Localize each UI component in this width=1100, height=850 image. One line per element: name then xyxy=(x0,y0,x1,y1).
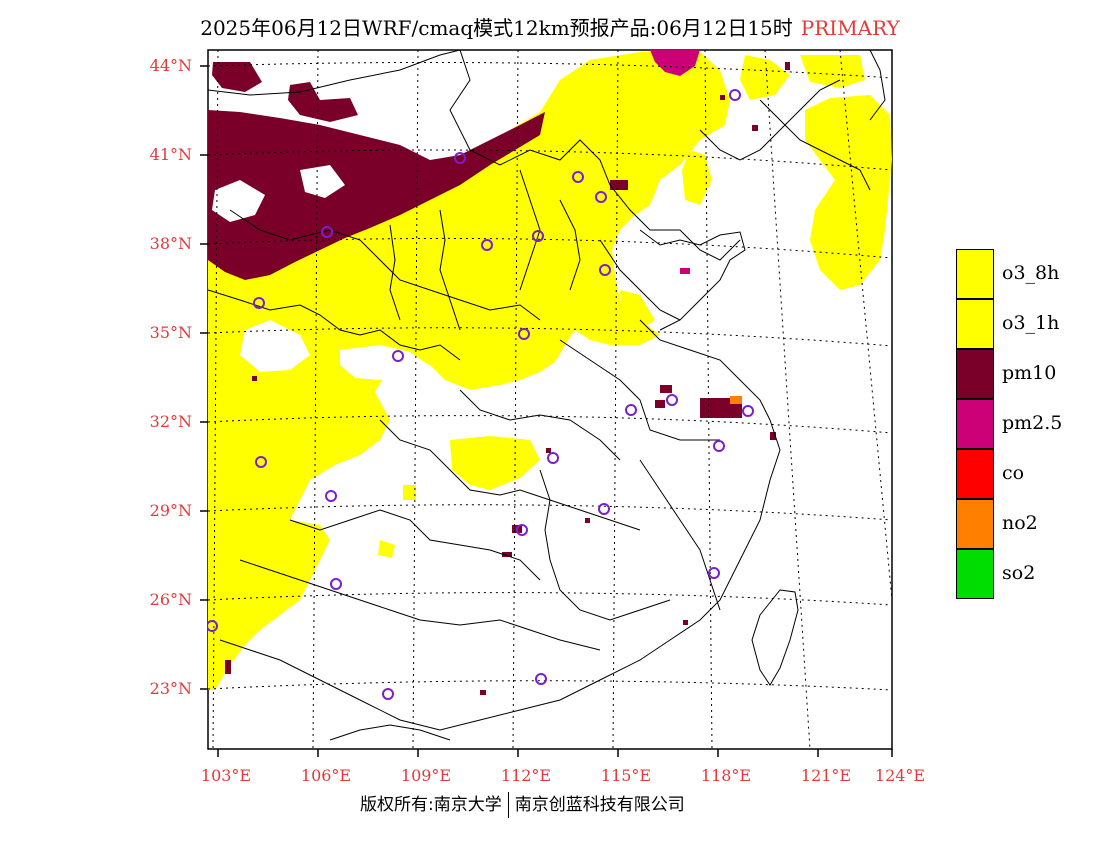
legend-label: o3_8h xyxy=(1002,262,1060,284)
lon-label-109: 109°E xyxy=(400,766,452,785)
title-tag: PRIMARY xyxy=(800,16,900,40)
lon-label-103: 103°E xyxy=(200,766,252,785)
pm10-region xyxy=(208,110,545,280)
lon-label-118: 118°E xyxy=(700,766,752,785)
lat-label-29: 29°N xyxy=(149,501,192,520)
legend-swatch xyxy=(956,399,994,449)
legend-label: pm2.5 xyxy=(1002,412,1063,434)
copyright-company: 南京创蓝科技有限公司 xyxy=(514,795,685,815)
legend-label: pm10 xyxy=(1002,362,1057,384)
legend-label: so2 xyxy=(1002,562,1036,584)
copyright-owner: 版权所有:南京大学 xyxy=(360,795,502,815)
legend-swatch xyxy=(956,449,994,499)
lon-label-112: 112°E xyxy=(500,766,552,785)
legend-label: no2 xyxy=(1002,512,1038,534)
map-title: 2025年06月12日WRF/cmaq模式12km预报产品:06月12日15时 P… xyxy=(0,12,1100,41)
legend-swatch xyxy=(956,249,994,299)
lon-label-106: 106°E xyxy=(300,766,352,785)
lat-label-26: 26°N xyxy=(149,590,192,609)
legend-label: co xyxy=(1002,462,1025,484)
lon-label-115: 115°E xyxy=(600,766,652,785)
legend-swatch xyxy=(956,299,994,349)
legend-swatch xyxy=(956,549,994,599)
lat-label-41: 41°N xyxy=(149,145,192,164)
lon-label-121: 121°E xyxy=(800,766,852,785)
lat-label-23: 23°N xyxy=(149,679,192,698)
legend-swatch xyxy=(956,499,994,549)
lat-label-44: 44°N xyxy=(149,56,192,75)
lat-label-32: 32°N xyxy=(149,412,192,431)
copyright: 版权所有:南京大学 南京创蓝科技有限公司 xyxy=(360,790,685,818)
o3-region xyxy=(208,52,730,690)
legend-label: o3_1h xyxy=(1002,312,1060,334)
legend-swatch xyxy=(956,349,994,399)
lon-label-124: 124°E xyxy=(874,766,926,785)
title-main: 2025年06月12日WRF/cmaq模式12km预报产品:06月12日15时 xyxy=(200,16,793,40)
copyright-separator xyxy=(507,792,509,818)
lat-label-38: 38°N xyxy=(149,234,192,253)
lat-label-35: 35°N xyxy=(149,323,192,342)
